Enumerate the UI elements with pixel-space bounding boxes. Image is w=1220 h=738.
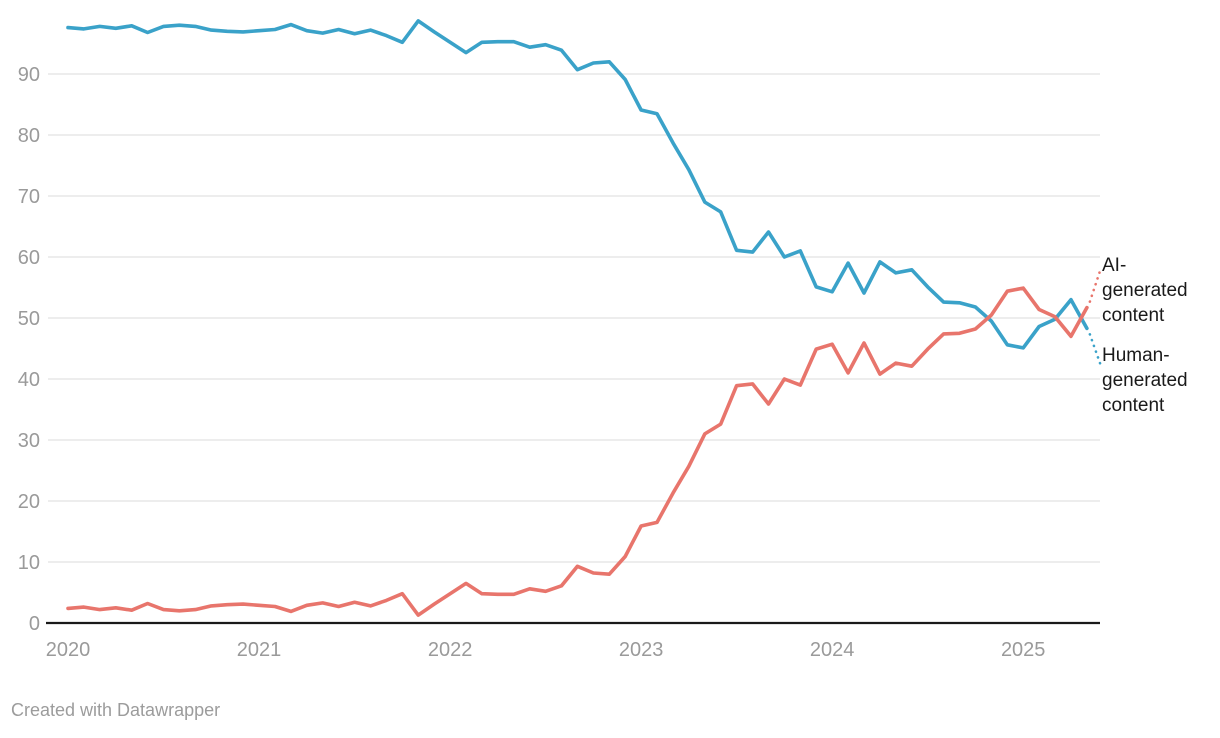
- series-label-line: content: [1102, 395, 1165, 416]
- series-line-ai: [66, 286, 1089, 617]
- series-label-line: content: [1102, 305, 1165, 326]
- series-label-line: AI-: [1102, 255, 1127, 276]
- series-label-human-generated: Human- generated content: [1102, 343, 1218, 418]
- series-label-line: generated: [1102, 280, 1188, 301]
- leader-line-human: [1088, 333, 1103, 368]
- x-axis-tick-label: 2025: [1001, 639, 1046, 661]
- series-line-human: [66, 19, 1089, 350]
- series-label-line: Human-: [1102, 345, 1170, 366]
- series-label-line: generated: [1102, 370, 1188, 391]
- x-axis-tick-label: 2022: [428, 639, 473, 661]
- y-axis-tick-label: 70: [18, 186, 40, 208]
- y-axis-tick-label: 90: [18, 64, 40, 86]
- x-axis-tick-label: 2020: [46, 639, 91, 661]
- x-axis-tick-label: 2021: [237, 639, 282, 661]
- leader-line-ai: [1088, 266, 1103, 303]
- y-axis-tick-label: 60: [18, 247, 40, 269]
- x-axis-tick-label: 2024: [810, 639, 855, 661]
- y-axis-tick-label: 30: [18, 430, 40, 452]
- x-axis-tick-label: 2023: [619, 639, 664, 661]
- attribution: Created with Datawrapper: [11, 700, 221, 720]
- y-axis-tick-label: 80: [18, 125, 40, 147]
- y-axis-tick-label: 20: [18, 491, 40, 513]
- series-label-ai-generated: AI- generated content: [1102, 253, 1218, 328]
- y-axis-tick-label: 50: [18, 308, 40, 330]
- y-axis-tick-label: 0: [29, 613, 40, 635]
- y-axis-tick-label: 40: [18, 369, 40, 391]
- y-axis-tick-label: 10: [18, 552, 40, 574]
